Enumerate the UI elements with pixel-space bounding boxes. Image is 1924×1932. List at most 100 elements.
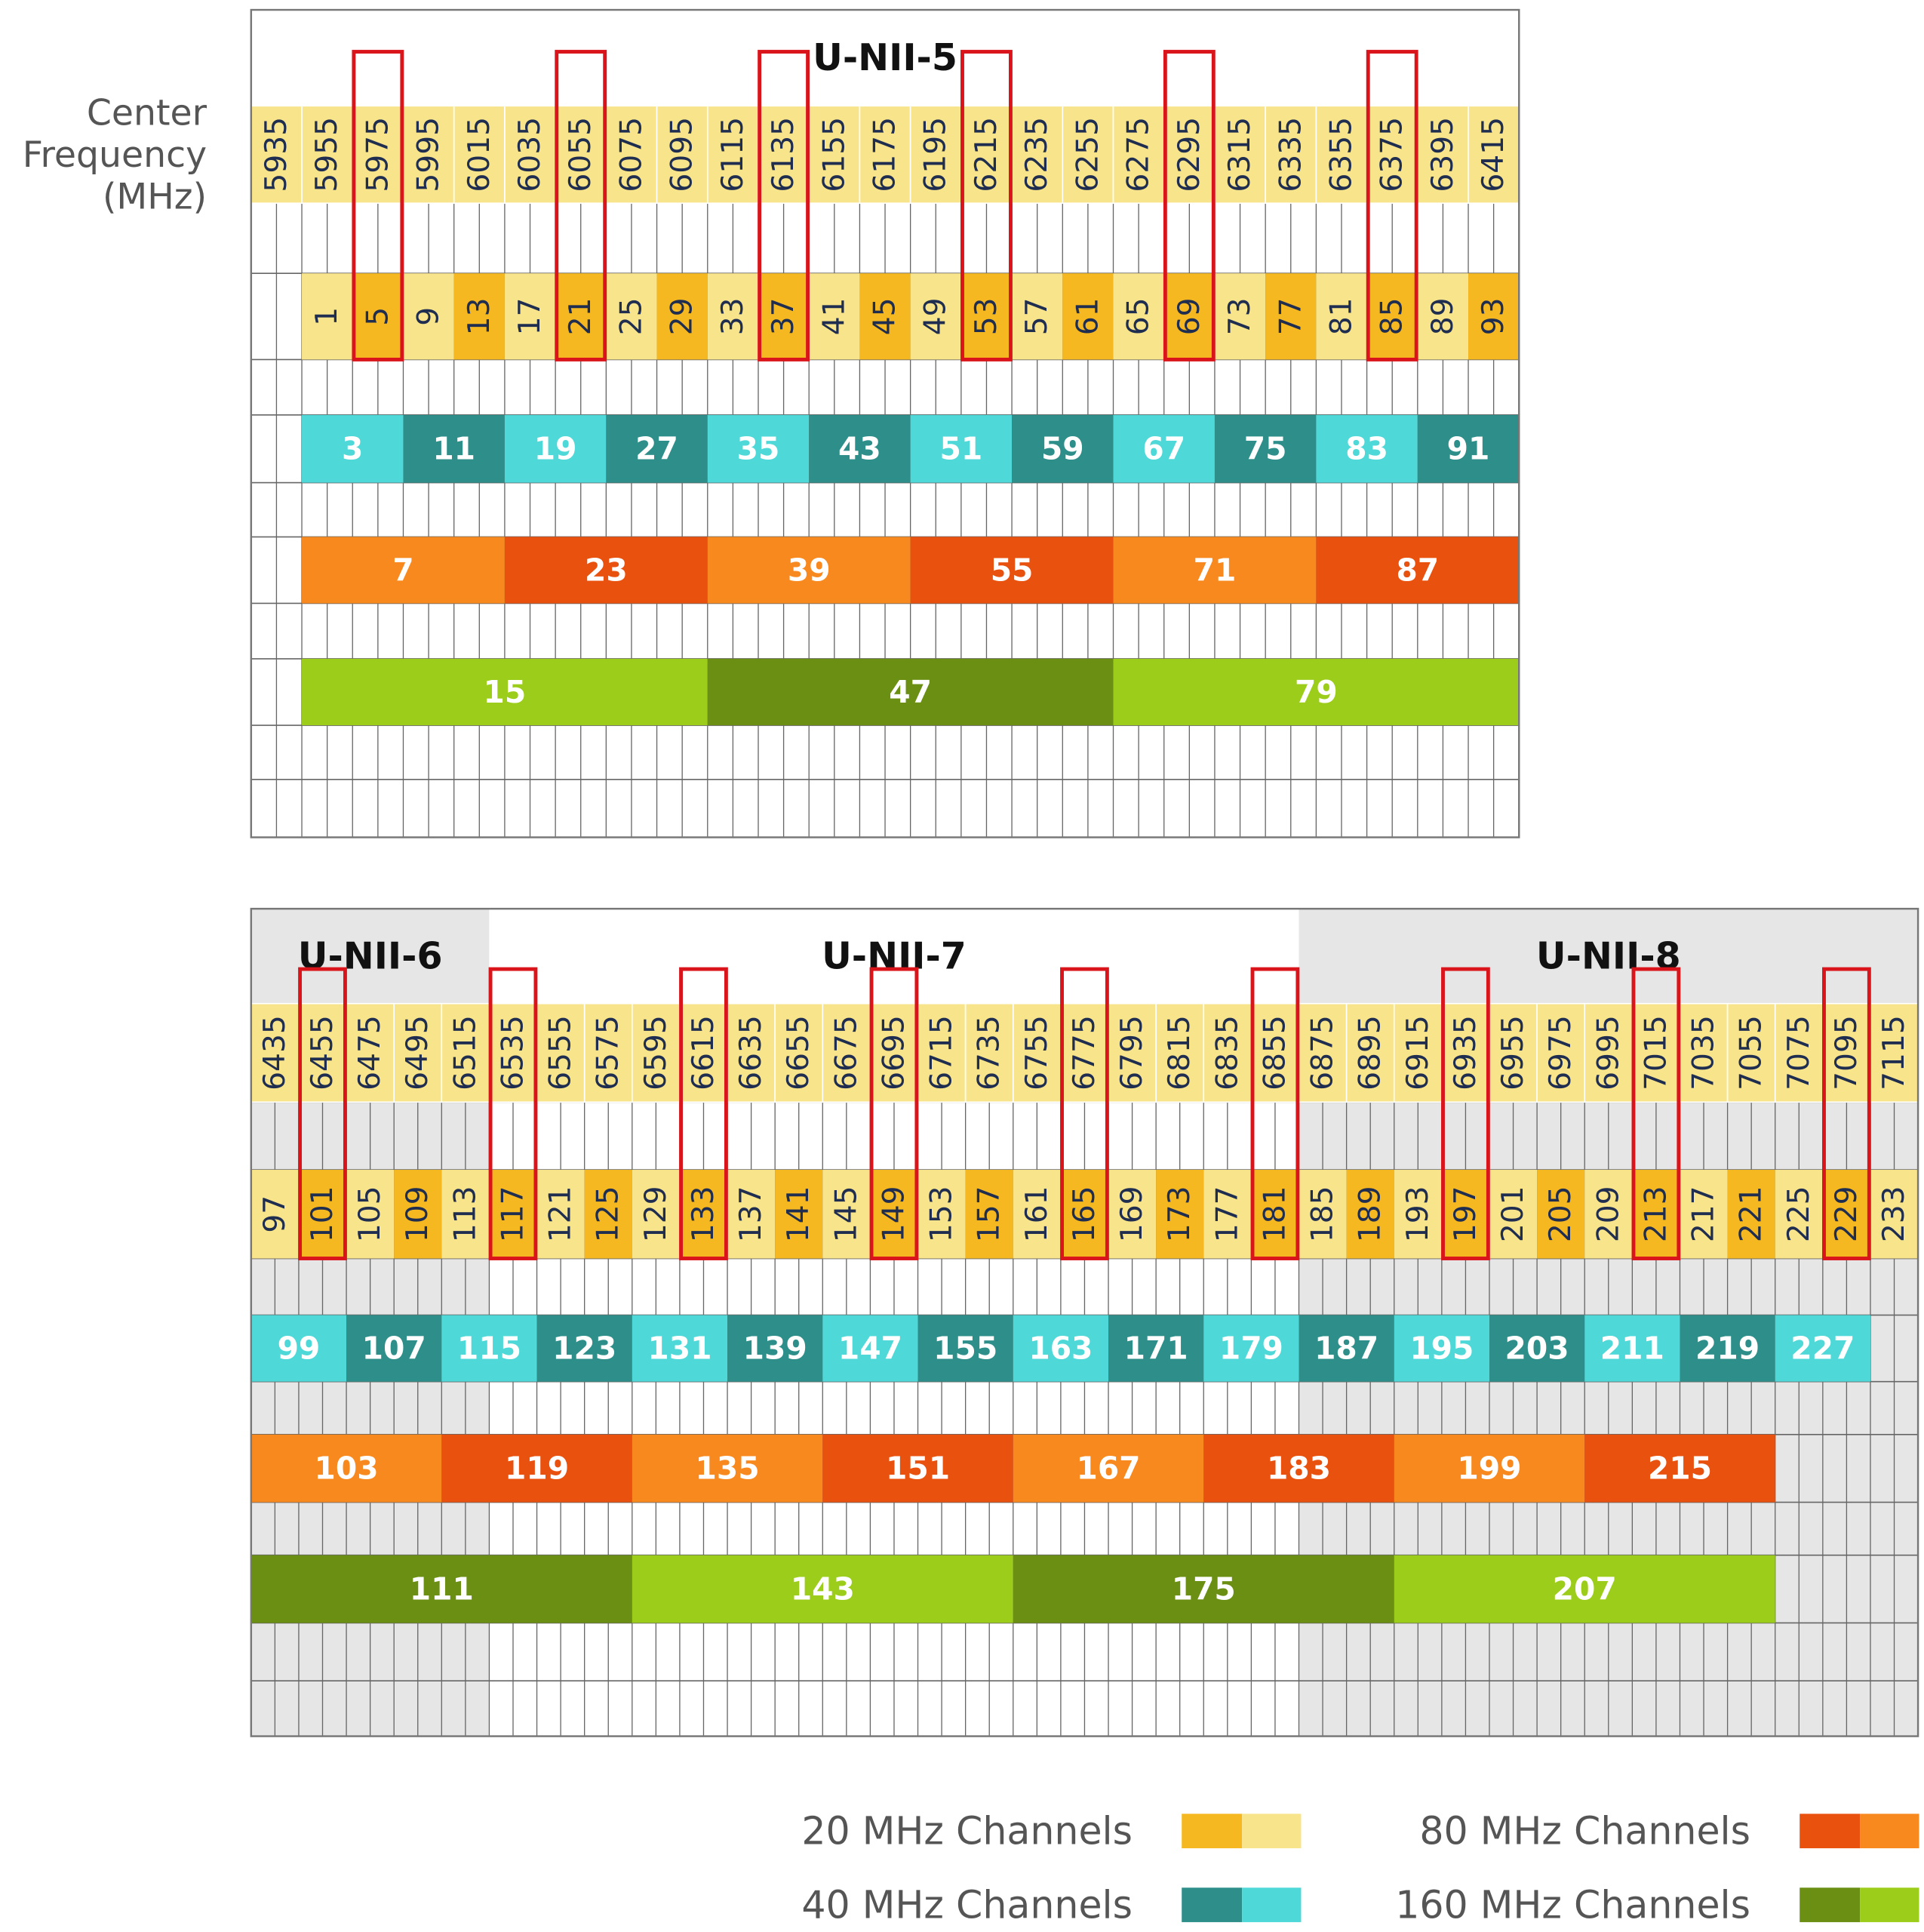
channel-cell — [1060, 1170, 1109, 1259]
channel-cell — [1394, 1555, 1775, 1623]
channel-cell — [632, 1555, 1013, 1623]
channel-label: 149 — [877, 1186, 911, 1242]
channel-cell — [707, 414, 810, 483]
frequency-cell — [917, 1002, 967, 1103]
channel-label: 181 — [1258, 1186, 1292, 1242]
channel-cell — [917, 1315, 1013, 1382]
channel-label: 121 — [544, 1186, 578, 1242]
channel-cell — [1203, 1434, 1394, 1503]
frequency-cell — [301, 105, 354, 205]
channel-label: 119 — [505, 1451, 569, 1487]
frequency-label: 6715 — [925, 1015, 959, 1091]
frequency-cell — [822, 1002, 871, 1103]
channel-cell — [1417, 273, 1469, 360]
channel-label: 153 — [925, 1186, 959, 1242]
channel-cell — [910, 537, 1114, 604]
frequency-label: 7115 — [1877, 1015, 1911, 1091]
channel-cell — [917, 1170, 966, 1259]
channel-cell — [1299, 1170, 1347, 1259]
channel-label: 155 — [933, 1331, 997, 1367]
frequency-label: 6735 — [973, 1015, 1007, 1091]
frequency-cell — [393, 1002, 443, 1103]
legend-label: 40 MHz Channels — [801, 1883, 1133, 1927]
channel-label: 185 — [1306, 1186, 1340, 1242]
frequency-label: 6075 — [614, 117, 648, 192]
frequency-label: 6575 — [592, 1015, 625, 1091]
highlight-box — [758, 50, 810, 361]
channel-cell — [809, 273, 860, 360]
channel-cell — [394, 1170, 442, 1259]
channel-cell — [1316, 414, 1418, 483]
channel-cell — [1468, 273, 1520, 360]
channel-label: 131 — [647, 1331, 712, 1367]
channel-label: 115 — [457, 1331, 521, 1367]
frequency-cell — [1536, 1002, 1586, 1103]
highlight-box — [1366, 50, 1418, 361]
channel-label: 93 — [1477, 297, 1511, 335]
frequency-label: 6475 — [353, 1015, 387, 1091]
channel-cell — [250, 1170, 299, 1259]
frequency-label: 6875 — [1306, 1015, 1340, 1091]
frequency-cell — [869, 1002, 919, 1103]
channel-label: 85 — [1375, 297, 1409, 335]
channel-cell — [1113, 537, 1317, 604]
frequency-cell — [1393, 1002, 1443, 1103]
channel-label: 123 — [552, 1331, 616, 1367]
channel-label: 197 — [1449, 1186, 1483, 1242]
channel-cell — [910, 414, 1013, 483]
channel-label: 105 — [353, 1186, 387, 1242]
axis-label: Center — [87, 93, 207, 134]
channel-label: 61 — [1071, 297, 1105, 335]
frequency-label: 7095 — [1830, 1015, 1864, 1091]
channel-label: 35 — [737, 431, 780, 467]
channel-cell — [1113, 658, 1520, 726]
channel-label: 89 — [1426, 297, 1460, 335]
channel-label: 55 — [991, 552, 1034, 588]
channel-cell — [1203, 1315, 1299, 1382]
channel-cell — [504, 414, 607, 483]
channel-label: 225 — [1782, 1186, 1816, 1242]
frequency-label: 6855 — [1258, 1015, 1292, 1091]
channel-cell — [584, 1170, 632, 1259]
channel-label: 189 — [1354, 1186, 1388, 1242]
channel-label: 113 — [448, 1186, 482, 1242]
channel-label: 145 — [829, 1186, 863, 1242]
channel-cell — [1822, 1170, 1870, 1259]
highlight-box — [488, 967, 538, 1260]
channel-label: 177 — [1210, 1186, 1244, 1242]
frequency-label: 6295 — [1173, 117, 1206, 192]
channel-cell — [302, 537, 505, 604]
channel-cell — [727, 1315, 823, 1382]
frequency-label: 6695 — [877, 1015, 911, 1091]
channel-label: 65 — [1122, 297, 1156, 335]
frequency-label: 6275 — [1122, 117, 1156, 192]
frequency-cell — [1345, 1002, 1395, 1103]
channel-cell — [1366, 273, 1418, 360]
channel-cell — [1013, 1170, 1061, 1259]
channel-label: 147 — [838, 1331, 902, 1367]
channel-label: 107 — [362, 1331, 426, 1367]
channel-cell — [1062, 273, 1114, 360]
channel-cell — [656, 273, 708, 360]
channel-cell — [707, 273, 758, 360]
frequency-label: 5975 — [361, 117, 395, 192]
channel-cell — [441, 1315, 537, 1382]
channel-cell — [965, 1170, 1013, 1259]
panel-border — [250, 907, 1919, 1737]
channel-label: 83 — [1345, 431, 1388, 467]
channel-label: 209 — [1591, 1186, 1625, 1242]
frequency-label: 6435 — [258, 1015, 292, 1091]
channel-label: 187 — [1314, 1331, 1378, 1367]
channel-cell — [403, 273, 454, 360]
band-label: U-NII-6 — [298, 934, 443, 977]
channel-cell — [441, 1434, 632, 1503]
frequency-label: 6755 — [1020, 1015, 1054, 1091]
frequency-cell — [1112, 105, 1165, 205]
channel-cell — [1394, 1170, 1442, 1259]
channel-label: 69 — [1173, 297, 1206, 335]
frequency-label: 6035 — [513, 117, 547, 192]
channel-cell — [822, 1315, 918, 1382]
frequency-cell — [1441, 1002, 1490, 1103]
frequency-label: 5955 — [310, 117, 344, 192]
channel-label: 17 — [513, 297, 547, 335]
